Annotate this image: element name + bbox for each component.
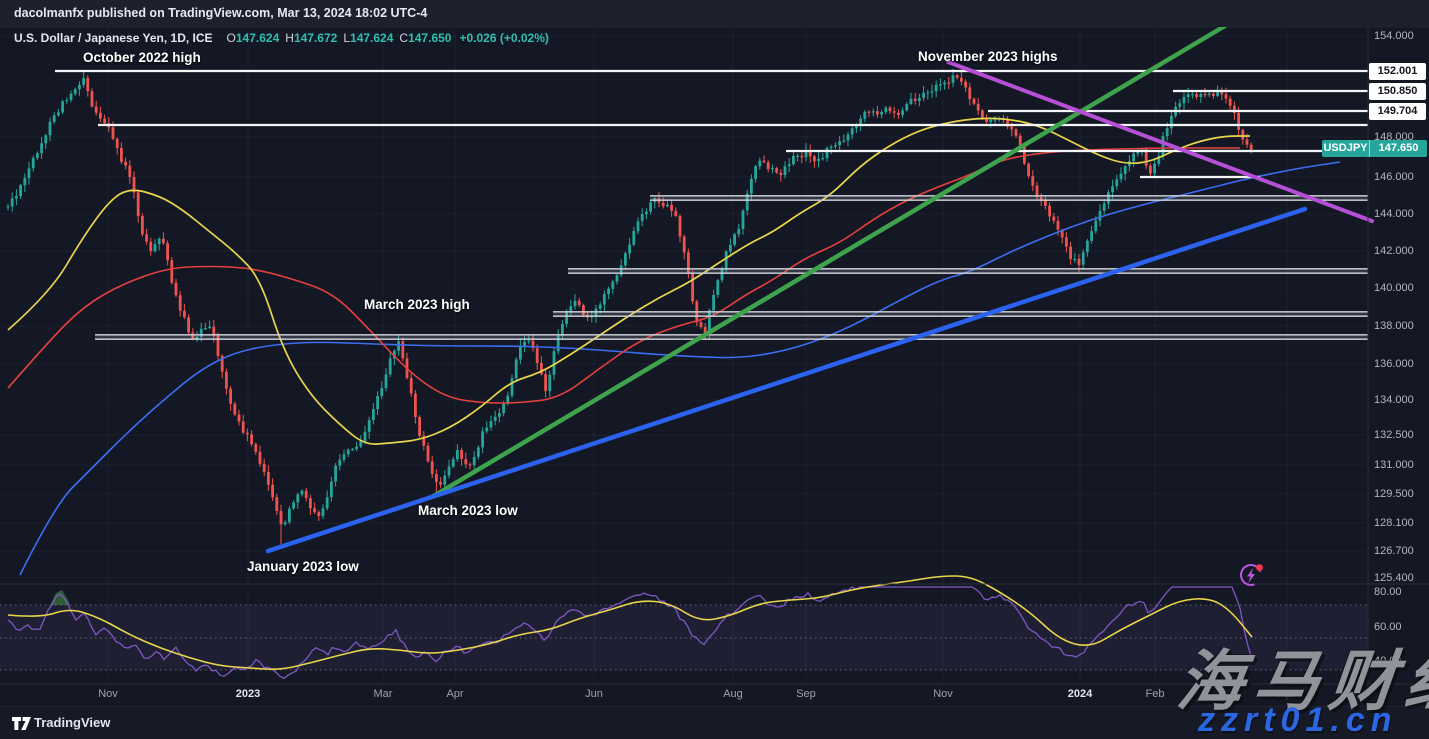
ohlc-value: 147.624 [350, 31, 394, 45]
notification-dot [1256, 564, 1263, 571]
price-tick-label: 140.000 [1374, 282, 1414, 294]
chart-annotation[interactable]: March 2023 high [364, 297, 470, 312]
time-tick-label: Nov [933, 688, 953, 700]
price-tick-label: 125.400 [1374, 572, 1414, 584]
price-tick-label: 80.00 [1374, 586, 1402, 598]
price-level-label: 149.704 [1369, 102, 1426, 120]
time-tick-label: Jun [585, 688, 603, 700]
chart-annotation[interactable]: October 2022 high [83, 50, 201, 65]
price-tick-label: 60.00 [1374, 621, 1402, 633]
time-tick-label: Mar [373, 688, 393, 700]
price-scale[interactable]: 154.000 148.000 146.000 144.000 142.000 140.0… [1368, 0, 1429, 706]
tradingview-brand[interactable]: TradingView [34, 715, 111, 730]
time-tick-label: 2023 [235, 688, 261, 700]
price-tick-label: 132.500 [1374, 429, 1414, 441]
rsi-line [7, 586, 1253, 680]
price-tick-label: 40.00 [1374, 655, 1402, 667]
badge-symbol: USDJPY [1322, 139, 1370, 157]
level-band-fill [568, 268, 1368, 274]
ohlc-key: H [285, 31, 294, 45]
price-change: +0.026 (+0.02%) [459, 31, 549, 45]
ohlc-key: L [343, 31, 351, 45]
price-level-label: 150.850 [1369, 82, 1426, 100]
rsi-band [0, 605, 1368, 670]
ohlc-value: 147.650 [408, 31, 452, 45]
ohlc-key: O [226, 31, 236, 45]
ma-red-100 [7, 147, 1240, 404]
ma-blue-200 [19, 161, 1341, 576]
watermark-site: zzrt01.cn [1198, 701, 1398, 739]
rsi-ma-line [7, 575, 1253, 671]
time-tick-label: Aug [723, 688, 743, 700]
price-tick-label: 131.000 [1374, 459, 1414, 471]
level-band-fill [95, 334, 1368, 340]
time-tick-label: Nov [98, 688, 118, 700]
publish-circle [1240, 564, 1262, 586]
price-tick-label: 144.000 [1374, 208, 1414, 220]
price-tick-label: 136.000 [1374, 358, 1414, 370]
chart-annotation[interactable]: March 2023 low [418, 503, 518, 518]
level-band-fill [553, 311, 1368, 317]
rsi-overbought-fill [50, 590, 70, 605]
price-tick-label: 142.000 [1374, 245, 1414, 257]
publish-idea-icon[interactable] [1238, 561, 1266, 589]
lightning-bolt-icon [1247, 568, 1255, 583]
chart-annotation[interactable]: November 2023 highs [918, 49, 1058, 64]
trendline-uptrend-from-march-2023-low[interactable] [429, 11, 1248, 500]
candle-bodies-up [6, 75, 1220, 525]
time-tick-label: 2024 [1067, 688, 1093, 700]
price-tick-label: 128.100 [1374, 517, 1414, 529]
trendline-uptrend-from-january-2023-low[interactable] [265, 206, 1308, 554]
time-tick-label: Apr [1278, 688, 1296, 700]
price-tick-label: 138.000 [1374, 320, 1414, 332]
price-tick-label: 154.000 [1374, 30, 1414, 42]
time-tick-label: Apr [446, 688, 464, 700]
price-tick-label: 126.700 [1374, 545, 1414, 557]
symbol-info-row: U.S. Dollar / Japanese Yen, 1D, ICE O147.… [14, 31, 549, 45]
price-level-label: 152.001 [1369, 62, 1426, 80]
ohlc-key: C [399, 31, 409, 45]
price-tick-label: 129.500 [1374, 488, 1414, 500]
ohlc-value: 147.672 [293, 31, 338, 45]
time-tick-label: Sep [796, 688, 816, 700]
price-tick-label: 134.000 [1374, 394, 1414, 406]
badge-price: 147.650 [1378, 141, 1419, 154]
chart-annotation[interactable]: January 2023 low [247, 559, 359, 574]
tradingview-logo-icon[interactable] [12, 716, 32, 731]
publish-info-text: dacolmanfx published on TradingView.com,… [14, 6, 428, 20]
price-tick-label: 146.000 [1374, 171, 1414, 183]
time-tick-label: Feb [1145, 688, 1165, 700]
level-band-fill [650, 195, 1368, 201]
candle-bodies-down [86, 75, 1253, 525]
candle-wicks-down [87, 72, 1252, 544]
publish-info-bar: dacolmanfx published on TradingView.com,… [0, 0, 1429, 27]
footer-bar: TradingView [0, 706, 1429, 739]
ohlc-value: 147.624 [235, 31, 280, 45]
trendline-downtrend-from-november-2023-highs[interactable] [946, 60, 1374, 223]
symbol-title: U.S. Dollar / Japanese Yen, 1D, ICE [14, 31, 213, 45]
ma-yellow-50 [7, 117, 1250, 445]
current-price-badge: USDJPY 147.650 [1322, 139, 1427, 157]
ohlc-values: O147.624 H147.672 L147.624 C147.650 [221, 31, 452, 45]
time-axis[interactable]: Nov 2023 Mar Apr Jun Aug Sep Nov 2024 Feb Apr [0, 684, 1368, 706]
